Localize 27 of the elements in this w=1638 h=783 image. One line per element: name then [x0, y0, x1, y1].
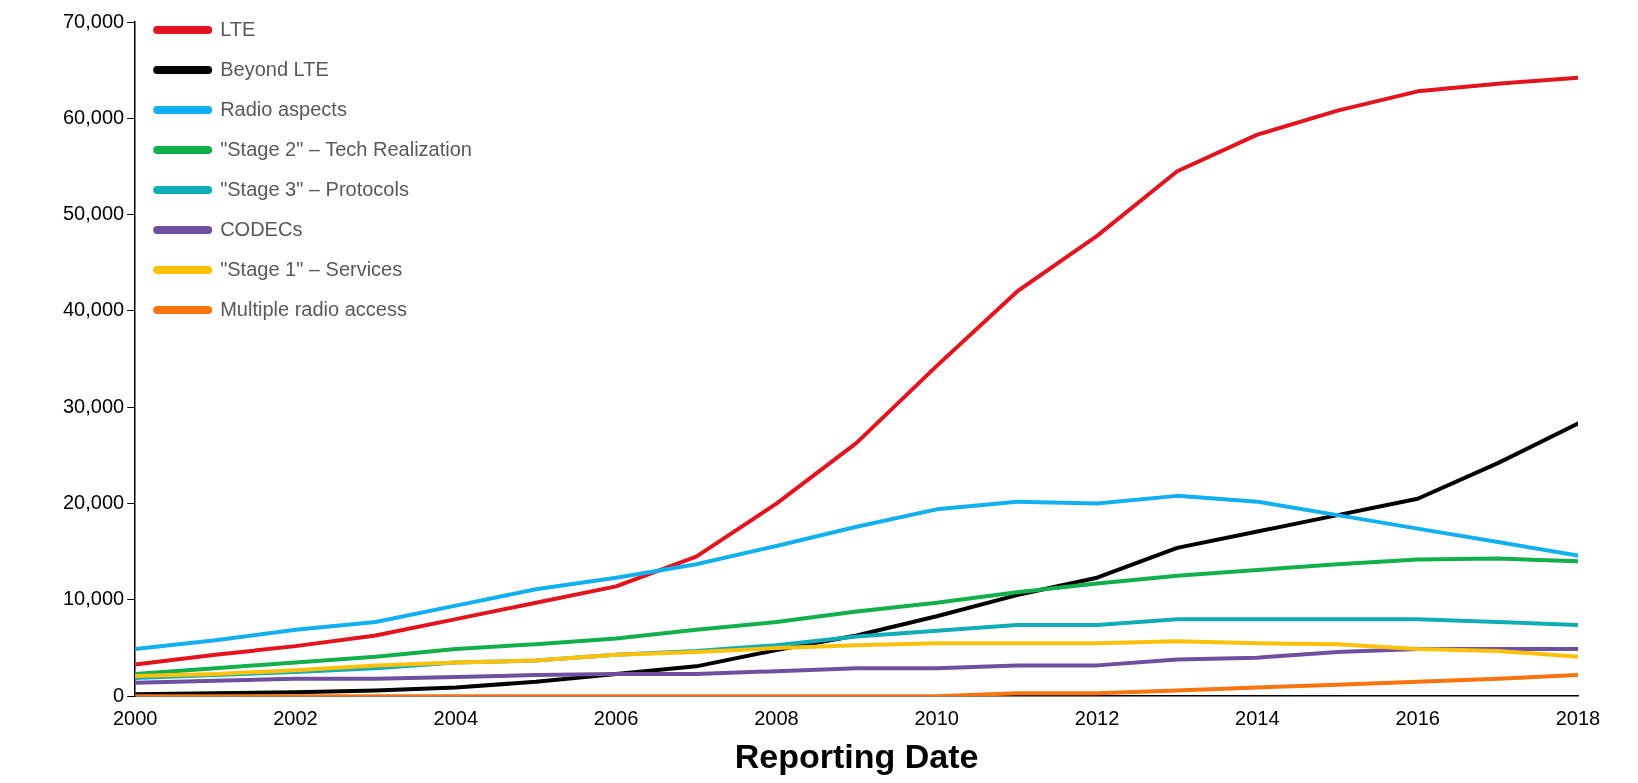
legend-label: LTE	[220, 17, 256, 40]
x-axis-title: Reporting Date	[734, 736, 979, 775]
y-tick-label: 20,000	[63, 491, 125, 514]
y-tick-label: 70,000	[63, 9, 125, 32]
x-tick-label: 2014	[1235, 706, 1280, 729]
y-tick-label: 40,000	[63, 298, 125, 321]
legend-label: Radio aspects	[220, 97, 347, 120]
x-tick-label: 2016	[1395, 706, 1440, 729]
legend-label: Beyond LTE	[220, 57, 329, 80]
x-tick-label: 2008	[754, 706, 799, 729]
y-tick-label: 30,000	[63, 394, 125, 417]
legend-label: "Stage 1" – Services	[220, 257, 403, 280]
y-tick-label: 60,000	[63, 105, 125, 128]
x-tick-label: 2012	[1074, 706, 1120, 729]
x-tick-label: 2006	[593, 706, 639, 729]
legend-label: Multiple radio access	[220, 297, 407, 320]
y-tick-label: 10,000	[63, 587, 125, 610]
x-tick-label: 2000	[112, 706, 158, 729]
x-tick-label: 2002	[273, 706, 318, 729]
legend-label: "Stage 3" – Protocols	[220, 177, 409, 200]
legend-label: CODECs	[220, 217, 303, 240]
y-tick-label: 0	[113, 683, 125, 706]
y-tick-label: 50,000	[63, 202, 125, 225]
x-tick-label: 2004	[433, 706, 479, 729]
legend-label: "Stage 2" – Tech Realization	[220, 137, 472, 160]
x-tick-label: 2018	[1555, 706, 1601, 729]
x-tick-label: 2010	[914, 706, 959, 729]
